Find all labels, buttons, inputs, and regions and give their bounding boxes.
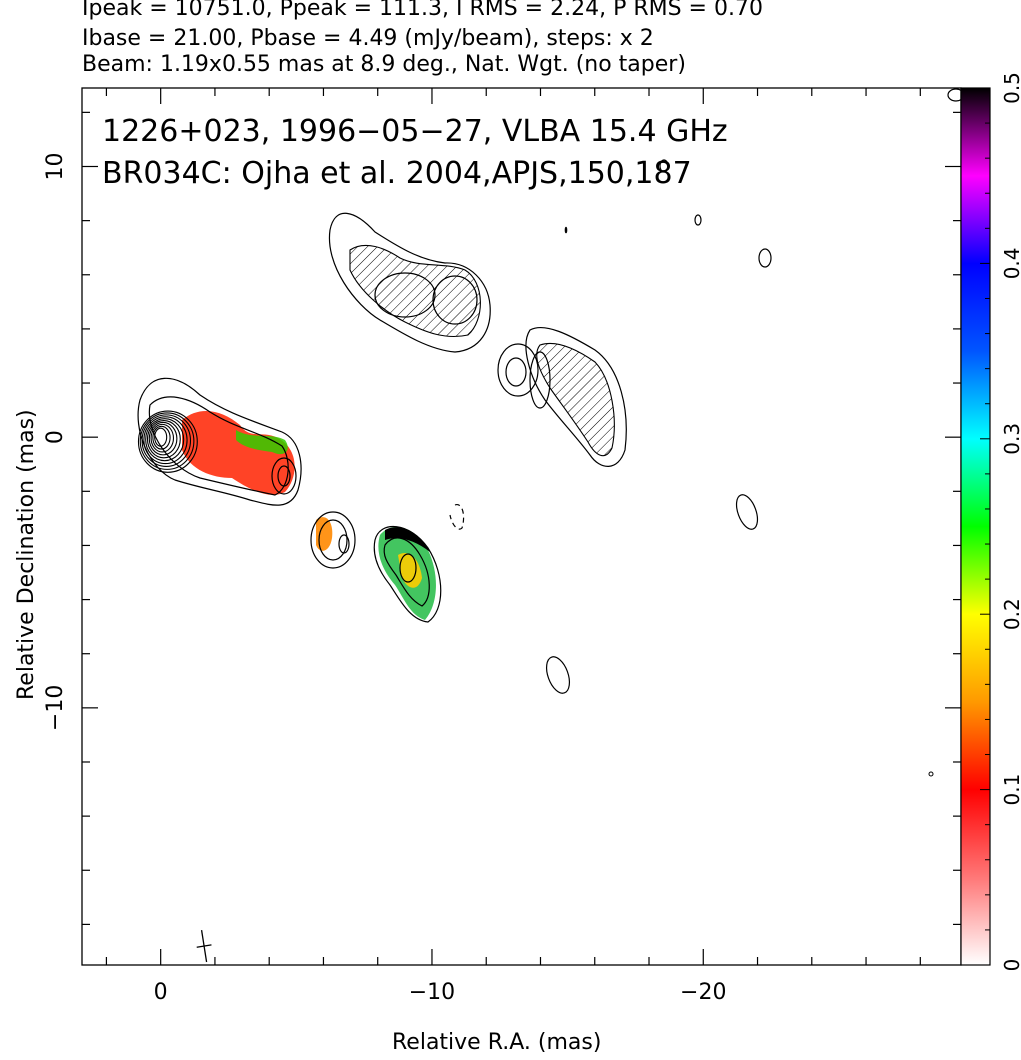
core-contour <box>148 421 178 456</box>
polarization-patch-core-jet <box>182 410 295 495</box>
core-contour <box>143 416 188 465</box>
contour-layer <box>137 88 961 777</box>
x-tick-label: 0 <box>154 980 168 1005</box>
y-tick-label: −10 <box>43 685 68 731</box>
core-contour <box>146 420 181 459</box>
hatched-component-contour <box>525 326 627 467</box>
colorbar-tick-label: 0.4 <box>1000 247 1021 279</box>
knot-contour <box>529 351 551 409</box>
x-axis-label: Relative R.A. (mas) <box>392 1030 602 1055</box>
colorbar-tick-label: 0.5 <box>1000 72 1021 104</box>
colorbar-tick-label: 0.3 <box>1000 423 1021 455</box>
core-contour <box>139 412 195 470</box>
header-line-1: Ipeak = 10751.0, Ppeak = 111.3, I RMS = … <box>82 0 763 21</box>
weak-contour <box>659 159 669 173</box>
hatched-component-contour <box>328 212 491 353</box>
hatched-component-hatching <box>536 343 615 457</box>
knot-contour <box>310 511 356 569</box>
x-tick-label: −20 <box>680 980 726 1005</box>
knot-contour <box>373 526 442 623</box>
axis-ticks <box>82 88 961 965</box>
knot-contour <box>497 343 539 397</box>
negative-contour <box>449 504 465 530</box>
x-tick-label: −10 <box>409 980 455 1005</box>
colorbar-tick-label: 0.1 <box>1000 774 1021 806</box>
jet-knot-contour <box>271 457 297 495</box>
jet-contour-outer <box>137 377 302 506</box>
weak-contour <box>758 248 772 268</box>
colorbar <box>960 87 991 966</box>
weak-contour <box>947 88 961 102</box>
weak-contour <box>694 214 702 226</box>
polarization-patch-knot-2 <box>236 430 288 455</box>
colorbar-ticks: 0 0.1 0.2 0.3 0.4 0.5 <box>980 72 1021 971</box>
weak-contour <box>735 494 759 530</box>
knot-contour <box>383 537 430 607</box>
weak-contour <box>928 771 934 777</box>
colorbar-tick-label: 0 <box>1000 959 1021 972</box>
core-contour <box>137 410 198 473</box>
header-line-2: Ibase = 21.00, Pbase = 4.49 (mJy/beam), … <box>82 26 654 51</box>
jet-knot-contour <box>277 465 291 487</box>
beam-marker <box>196 930 212 963</box>
knot-contour <box>318 519 348 561</box>
beam-minor-axis <box>196 944 212 948</box>
jet-contour-inner <box>148 396 289 496</box>
axis-tick-labels: 0 −10 −20 10 0 −10 <box>43 152 726 1005</box>
y-axis-label: Relative Declination (mas) <box>14 409 39 700</box>
core-contour <box>152 425 171 450</box>
knot-contour <box>338 534 350 554</box>
weak-contour <box>564 226 568 234</box>
polarization-patch-knot-4-edge <box>385 527 430 552</box>
core-contour <box>150 423 175 453</box>
plot-frame <box>81 87 962 966</box>
core-contour <box>154 427 168 447</box>
annotation-line-2: BR034C: Ojha et al. 2004,APJS,150,187 <box>102 156 692 191</box>
core-contour <box>145 418 185 462</box>
weak-contour <box>545 656 571 694</box>
y-tick-label: 10 <box>43 152 68 180</box>
annotation-line-1: 1226+023, 1996−05−27, VLBA 15.4 GHz <box>102 114 728 149</box>
knot-contour <box>399 553 417 583</box>
header-line-3: Beam: 1.19x0.55 mas at 8.9 deg., Nat. Wg… <box>82 52 686 77</box>
knot-contour <box>505 357 527 387</box>
polarization-patch-knot-3 <box>316 517 333 551</box>
hatched-component-contour <box>374 272 436 318</box>
polarization-patch-knot-4-inner <box>398 552 422 588</box>
y-tick-label: 0 <box>43 430 68 444</box>
hatched-component-contour <box>432 275 478 325</box>
colorbar-tick-label: 0.2 <box>1000 598 1021 630</box>
